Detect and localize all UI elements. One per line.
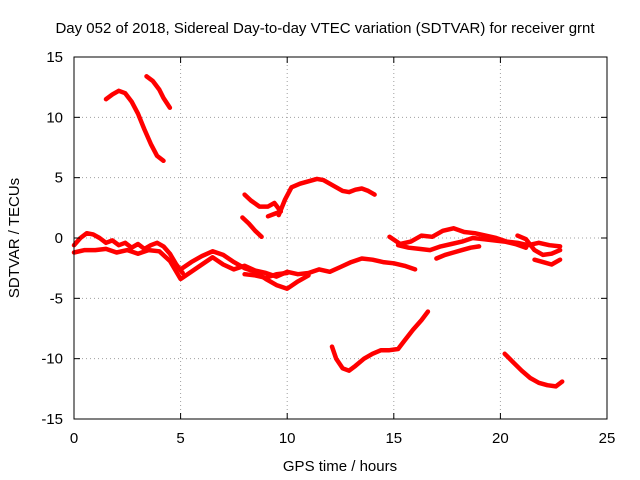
series-arc-7 (71, 230, 185, 276)
y-tick-label: -15 (41, 411, 63, 428)
series-arc-15 (532, 257, 563, 267)
y-tick-label: -10 (41, 351, 63, 368)
series-arc-13 (434, 244, 482, 261)
series-arc-5 (276, 176, 377, 218)
chart-title: Day 052 of 2018, Sidereal Day-to-day VTE… (55, 20, 595, 37)
series-arc-3 (242, 192, 284, 219)
y-tick-label: 15 (46, 49, 63, 66)
series-arc-9 (242, 270, 290, 281)
data-series (71, 74, 565, 389)
x-tick-label: 5 (176, 430, 184, 447)
x-tick-label: 10 (279, 430, 296, 447)
series-arc-10 (329, 309, 431, 373)
series-arc-2 (144, 74, 173, 110)
x-tick-label: 25 (599, 430, 616, 447)
series-arc-4 (240, 215, 264, 240)
y-tick-label: -5 (50, 290, 63, 307)
x-tick-label: 15 (385, 430, 402, 447)
y-tick-label: 10 (46, 109, 63, 126)
axis-ticks: 0 5 10 15 20 25 -15 -10 -5 0 5 10 15 (41, 49, 615, 447)
series-arc-12 (395, 235, 529, 253)
series-arc-16 (502, 351, 565, 389)
x-axis-label: GPS time / hours (283, 458, 397, 475)
x-tick-label: 20 (492, 430, 509, 447)
series-arc-1 (103, 88, 166, 164)
y-tick-label: 5 (55, 170, 63, 187)
series-arc-8 (178, 249, 311, 291)
series-arc-14 (515, 233, 563, 258)
y-tick-label: 0 (55, 230, 63, 247)
y-axis-label: SDTVAR / TECUs (6, 178, 23, 298)
x-tick-label: 0 (70, 430, 78, 447)
